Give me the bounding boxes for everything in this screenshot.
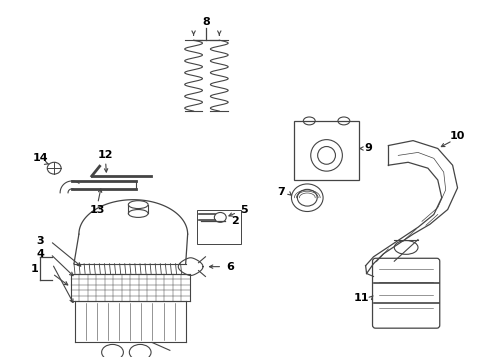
Bar	[294, 121, 358, 180]
Text: 2: 2	[231, 216, 239, 226]
Text: 3: 3	[37, 236, 44, 246]
Text: 4: 4	[36, 249, 44, 259]
Text: 1: 1	[30, 264, 38, 274]
Text: 8: 8	[202, 18, 210, 27]
Text: 12: 12	[98, 150, 113, 161]
Text: 10: 10	[449, 131, 464, 141]
Text: 9: 9	[364, 144, 372, 153]
Text: 11: 11	[353, 293, 368, 303]
Text: 6: 6	[226, 262, 234, 272]
Bar	[196, 210, 241, 244]
Text: 14: 14	[33, 153, 48, 163]
Text: 13: 13	[90, 204, 105, 215]
Text: 7: 7	[277, 187, 285, 197]
Text: 5: 5	[240, 204, 247, 215]
